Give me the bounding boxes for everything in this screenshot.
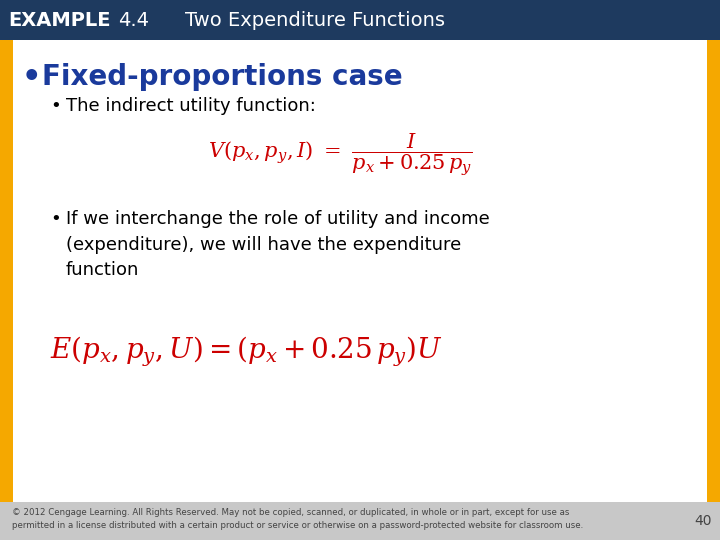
Text: © 2012 Cengage Learning. All Rights Reserved. May not be copied, scanned, or dup: © 2012 Cengage Learning. All Rights Rese… [12, 508, 583, 530]
Text: If we interchange the role of utility and income
(expenditure), we will have the: If we interchange the role of utility an… [66, 210, 490, 279]
Text: •: • [50, 210, 60, 228]
Bar [0, 502, 720, 540]
Text: •: • [22, 63, 42, 92]
Text: Two Expenditure Functions: Two Expenditure Functions [185, 10, 445, 30]
Bar [707, 40, 720, 502]
Text: EXAMPLE: EXAMPLE [8, 10, 110, 30]
Bar [0, 40, 13, 502]
Text: $\mathit{E}(p_x,p_y,\mathit{U}) = (p_x + 0.25\,p_y)\mathit{U}$: $\mathit{E}(p_x,p_y,\mathit{U}) = (p_x +… [50, 335, 443, 369]
Bar [0, 0, 720, 40]
Text: The indirect utility function:: The indirect utility function: [66, 97, 316, 115]
Text: Fixed-proportions case: Fixed-proportions case [42, 63, 402, 91]
Text: •: • [50, 97, 60, 115]
Text: 40: 40 [695, 514, 712, 528]
Text: 4.4: 4.4 [118, 10, 149, 30]
Text: $\mathit{V}(p_x,p_y,\mathit{I})\ =\ \dfrac{\mathit{I}}{p_x + 0.25\,p_y}$: $\mathit{V}(p_x,p_y,\mathit{I})\ =\ \dfr… [207, 132, 472, 179]
